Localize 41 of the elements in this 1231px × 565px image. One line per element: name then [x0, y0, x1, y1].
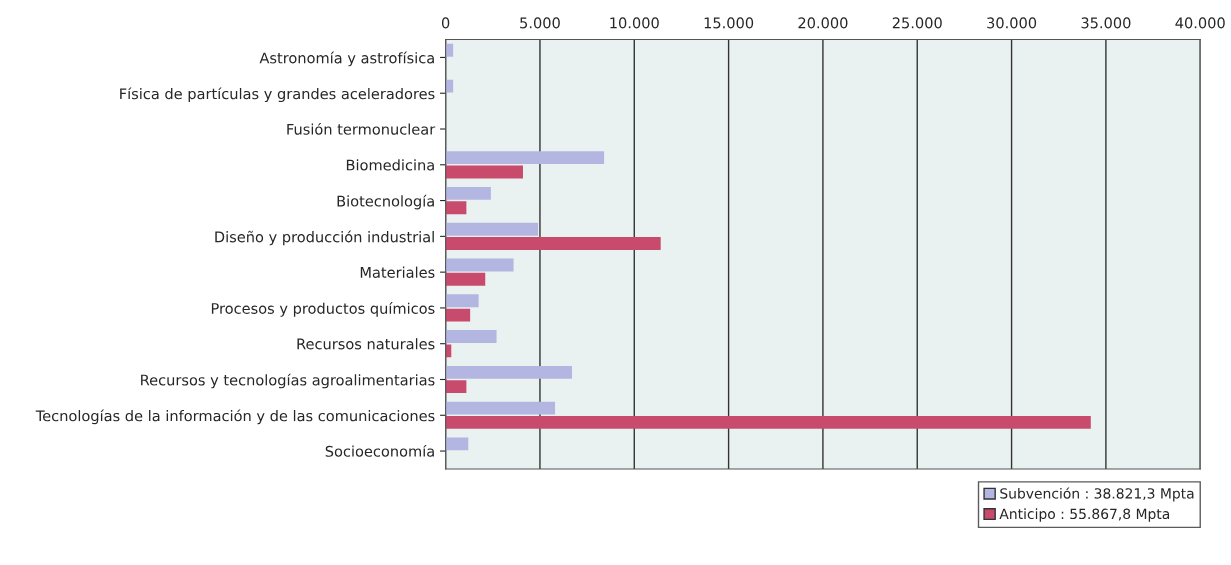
y-tick-label: Recursos y tecnologías agroalimentarias	[141, 373, 435, 389]
y-tick-label: Procesos y productos químicos	[211, 302, 435, 317]
bar	[445, 415, 1091, 429]
bar	[445, 165, 523, 179]
x-tick-label: 35.000	[1081, 17, 1131, 29]
y-tick-label: Biotecnología	[337, 194, 434, 210]
bar	[445, 258, 514, 272]
bar	[445, 365, 573, 379]
legend-label: Subvención : 38.821,3 Mpta	[1000, 487, 1194, 502]
bar	[445, 401, 556, 415]
y-tick-label: Física de partículas y grandes aceleradores	[120, 87, 435, 103]
y-tick-label: Tecnologías de la información y de las comunicaciones	[35, 409, 435, 425]
x-tick-label: 10.000	[610, 17, 659, 29]
bar	[445, 43, 454, 57]
y-tick-label: Socioeconomía	[325, 444, 434, 457]
bar	[445, 294, 479, 308]
bar	[445, 222, 539, 236]
y-tick-label: Recursos naturales	[297, 338, 435, 350]
x-tick-label: 30.000	[987, 17, 1037, 29]
legend-label: Anticipo : 55.867,8 Mpta	[999, 508, 1170, 522]
x-tick-label: 20.000	[798, 17, 848, 29]
bar	[445, 186, 491, 200]
bar	[445, 151, 605, 165]
bar	[445, 437, 469, 451]
x-tick-label: 40.000	[1175, 17, 1225, 29]
bar	[445, 201, 467, 215]
x-tick-label: 25.000	[892, 17, 942, 29]
y-tick-label: Fusión termonuclear	[287, 122, 436, 135]
bar	[445, 330, 497, 343]
bar	[445, 272, 486, 286]
x-tick-label: 5.000	[520, 17, 560, 29]
y-tick-label: Biomedicina	[346, 159, 434, 171]
y-tick-label: Astronomía y astrofísica	[259, 51, 434, 67]
x-tick-label: 0	[441, 17, 450, 29]
y-tick-label: Materiales	[360, 266, 435, 278]
bar	[445, 308, 471, 322]
bar	[445, 380, 467, 394]
bar	[445, 79, 454, 93]
y-tick-label: Diseño y producción industrial	[215, 230, 434, 246]
x-tick-label: 15.000	[704, 17, 754, 29]
bar	[445, 237, 661, 250]
